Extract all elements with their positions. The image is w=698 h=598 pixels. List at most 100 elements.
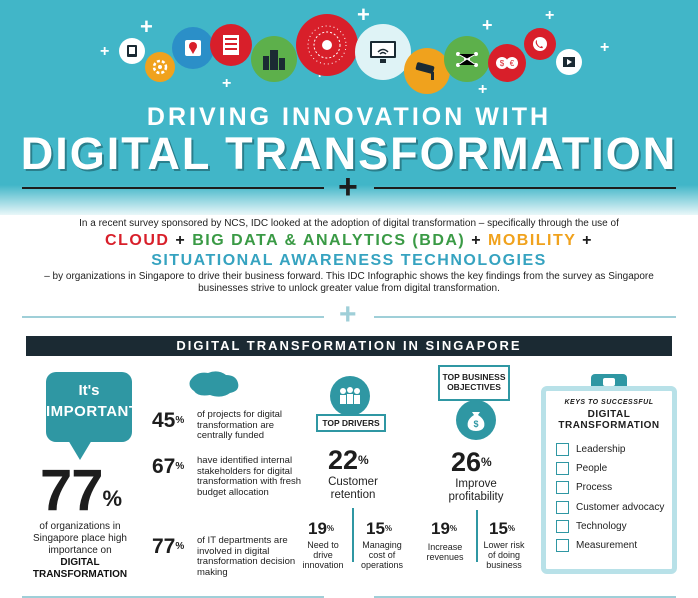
important-stat: 77% — [40, 462, 123, 520]
objectives-sub2-label: Lower risk of doing business — [483, 540, 525, 570]
bubble-tail — [68, 440, 92, 460]
checklist-label: Process — [576, 482, 613, 493]
plus-decor: + — [545, 7, 555, 24]
objectives-sub2-number: 15 — [489, 519, 508, 538]
people-icon — [330, 376, 370, 416]
checkbox[interactable] — [556, 520, 569, 533]
plus-decor: + — [357, 2, 370, 27]
network-hub-icon — [296, 14, 358, 76]
drivers-sub1-unit: % — [326, 524, 335, 533]
drivers-sub2-number: 15 — [366, 519, 385, 538]
plus-decor: + — [482, 15, 493, 35]
checkbox[interactable] — [556, 501, 569, 514]
important-caption-bold: DIGITAL TRANSFORMATION — [32, 557, 128, 580]
svg-text:$: $ — [500, 59, 505, 68]
intro: In a recent survey sponsored by NCS, IDC… — [30, 218, 668, 295]
objectives-main-unit: % — [481, 455, 492, 469]
objectives-sub1-number: 19 — [431, 519, 450, 538]
plus-decor: + — [600, 39, 610, 56]
intro-text-before: In a recent survey sponsored by NCS, IDC… — [79, 218, 619, 229]
stat-value: 77% — [152, 536, 184, 558]
tech-situational: SITUATIONAL AWARENESS TECHNOLOGIES — [151, 252, 547, 269]
currency-icon: $ € — [488, 44, 526, 82]
drivers-main-label: Customer retention — [328, 476, 378, 501]
keys-title: DIGITAL TRANSFORMATION — [558, 409, 660, 431]
important-unit: % — [102, 486, 123, 511]
cloud-network-icon — [444, 36, 490, 82]
checkbox[interactable] — [556, 481, 569, 494]
intro-divider-left — [22, 316, 324, 318]
intro-divider-right — [374, 316, 676, 318]
top-drivers-label: TOP DRIVERS — [316, 414, 386, 432]
intro-plus-icon: + — [339, 298, 357, 331]
objectives-sub1-label: Increase revenues — [426, 542, 464, 562]
header-divider-right — [374, 187, 676, 189]
plus-decor: + — [140, 14, 153, 39]
drivers-sub1-label: Need to drive innovation — [302, 540, 344, 570]
drivers-main-number: 22 — [328, 445, 359, 475]
checkbox[interactable] — [556, 462, 569, 475]
checkbox[interactable] — [556, 443, 569, 456]
objectives-sub1-unit: % — [449, 524, 458, 533]
plus-decor: + — [100, 43, 110, 60]
hero-banner: + + + + + + + + + $€ DRIVING INNOVATION … — [0, 0, 698, 215]
svg-text:$: $ — [473, 419, 478, 429]
checklist-item[interactable]: Process — [556, 481, 612, 494]
tech-plus: + — [175, 232, 187, 249]
drivers-sub2-label: Managing cost of operations — [360, 540, 404, 570]
stat-number: 77 — [152, 535, 176, 558]
objectives-sub1-value: 19% — [431, 520, 457, 538]
stat-description: of projects for digital transformation a… — [197, 409, 283, 441]
stat-number: 45 — [152, 409, 176, 432]
drivers-divider — [352, 508, 354, 562]
stat-value: 67% — [152, 456, 184, 478]
tech-cloud: CLOUD — [105, 232, 170, 249]
singapore-map-icon — [189, 371, 239, 397]
tech-list-2: SITUATIONAL AWARENESS TECHNOLOGIES — [30, 252, 668, 270]
objectives-main-label: Improve profitability — [448, 478, 504, 503]
server-rack-icon — [210, 24, 252, 66]
objectives-main-value: 26% — [451, 448, 492, 476]
important-line2: IMPORTANT! — [46, 403, 145, 420]
keys-card: KEYS TO SUCCESSFUL DIGITAL TRANSFORMATIO… — [541, 386, 677, 574]
important-caption: of organizations in Singapore place high… — [24, 521, 136, 581]
checklist-item[interactable]: Customer advocacy — [556, 501, 664, 514]
hero-fade — [0, 185, 698, 215]
checklist-item[interactable]: Measurement — [556, 539, 637, 552]
important-value: 77 — [40, 458, 104, 523]
checklist-label: Customer advocacy — [576, 502, 665, 513]
header-plus-icon: + — [338, 168, 358, 206]
keys-kicker: KEYS TO SUCCESSFUL — [564, 399, 654, 406]
checklist-item[interactable]: People — [556, 462, 607, 475]
svg-text:€: € — [510, 59, 515, 68]
section-title: DIGITAL TRANSFORMATION IN SINGAPORE — [26, 336, 672, 356]
drivers-sub2-unit: % — [384, 524, 393, 533]
top-objectives-label: TOP BUSINESS OBJECTIVES — [438, 365, 510, 401]
checklist-item[interactable]: Leadership — [556, 443, 625, 456]
stat-number: 67 — [152, 455, 176, 478]
objectives-divider — [476, 510, 478, 562]
stat-unit: % — [175, 461, 185, 472]
checkbox[interactable] — [556, 539, 569, 552]
checklist-label: Measurement — [576, 540, 638, 551]
header-subtitle: DRIVING INNOVATION WITH — [146, 103, 552, 131]
intro-text-after: – by organizations in Singapore to drive… — [44, 271, 654, 294]
objectives-sub2-unit: % — [507, 524, 516, 533]
plus-decor: + — [478, 81, 488, 98]
phone-icon — [524, 28, 556, 60]
footer-divider-left — [22, 596, 324, 598]
checklist-label: Technology — [576, 521, 627, 532]
tech-plus: + — [582, 232, 593, 249]
location-pin-icon — [172, 27, 214, 69]
stat-value: 45% — [152, 410, 184, 432]
plus-decor: + — [222, 75, 232, 92]
tablet-icon — [119, 38, 145, 64]
tech-plus: + — [471, 232, 483, 249]
header-divider-left — [22, 187, 324, 189]
objectives-sub2-value: 15% — [489, 520, 515, 538]
security-camera-icon — [404, 48, 450, 94]
tech-mobility: MOBILITY — [488, 232, 577, 249]
checklist-item[interactable]: Technology — [556, 520, 627, 533]
stat-description: of IT departments are involved in digita… — [197, 535, 296, 578]
gear-icon — [145, 52, 175, 82]
